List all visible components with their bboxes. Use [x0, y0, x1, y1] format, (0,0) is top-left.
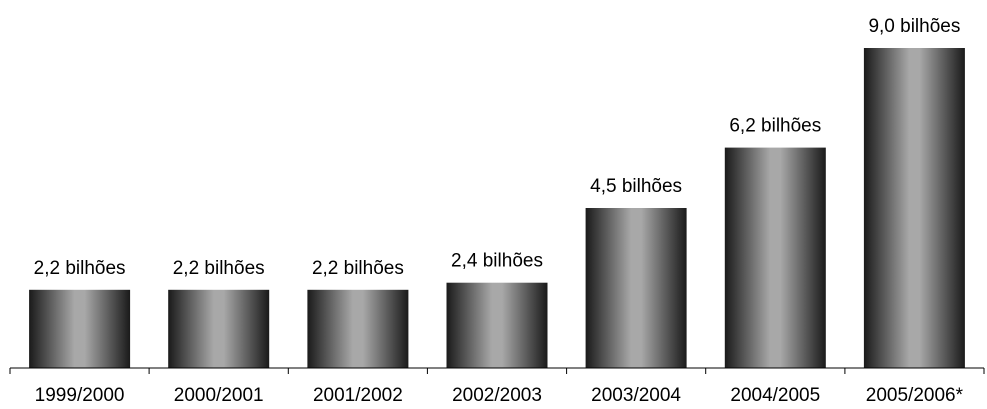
bar-2002-2003 [446, 282, 548, 368]
bar-2003-2004 [585, 208, 687, 368]
data-label: 2,2 bilhões [173, 258, 265, 279]
x-tick-label: 1999/2000 [35, 385, 125, 406]
x-tick-label: 2005/2006* [866, 385, 964, 406]
bar-1999-2000 [29, 289, 131, 368]
data-label: 2,2 bilhões [34, 258, 126, 279]
x-axis: 1999/2000 2000/2001 2001/2002 2002/2003 2003… [9, 367, 985, 406]
bar-2005-2006 [863, 48, 965, 368]
data-label: 2,4 bilhões [451, 251, 543, 272]
bars-layer [29, 48, 965, 368]
data-label: 9,0 bilhões [868, 16, 960, 37]
x-tick-label: 2002/2003 [452, 385, 542, 406]
data-label: 4,5 bilhões [590, 176, 682, 197]
x-tick-label: 2001/2002 [313, 385, 403, 406]
data-labels-layer: 2,2 bilhões 2,2 bilhões 2,2 bilhões 2,4 bil… [34, 16, 961, 279]
bar-2000-2001 [168, 289, 270, 368]
data-label: 2,2 bilhões [312, 258, 404, 279]
data-label: 6,2 bilhões [729, 116, 821, 137]
bar-2004-2005 [724, 147, 826, 368]
x-tick-label: 2003/2004 [591, 385, 681, 406]
x-tick-label: 2004/2005 [730, 385, 820, 406]
bar-2001-2002 [307, 289, 409, 368]
x-tick-label: 2000/2001 [174, 385, 264, 406]
